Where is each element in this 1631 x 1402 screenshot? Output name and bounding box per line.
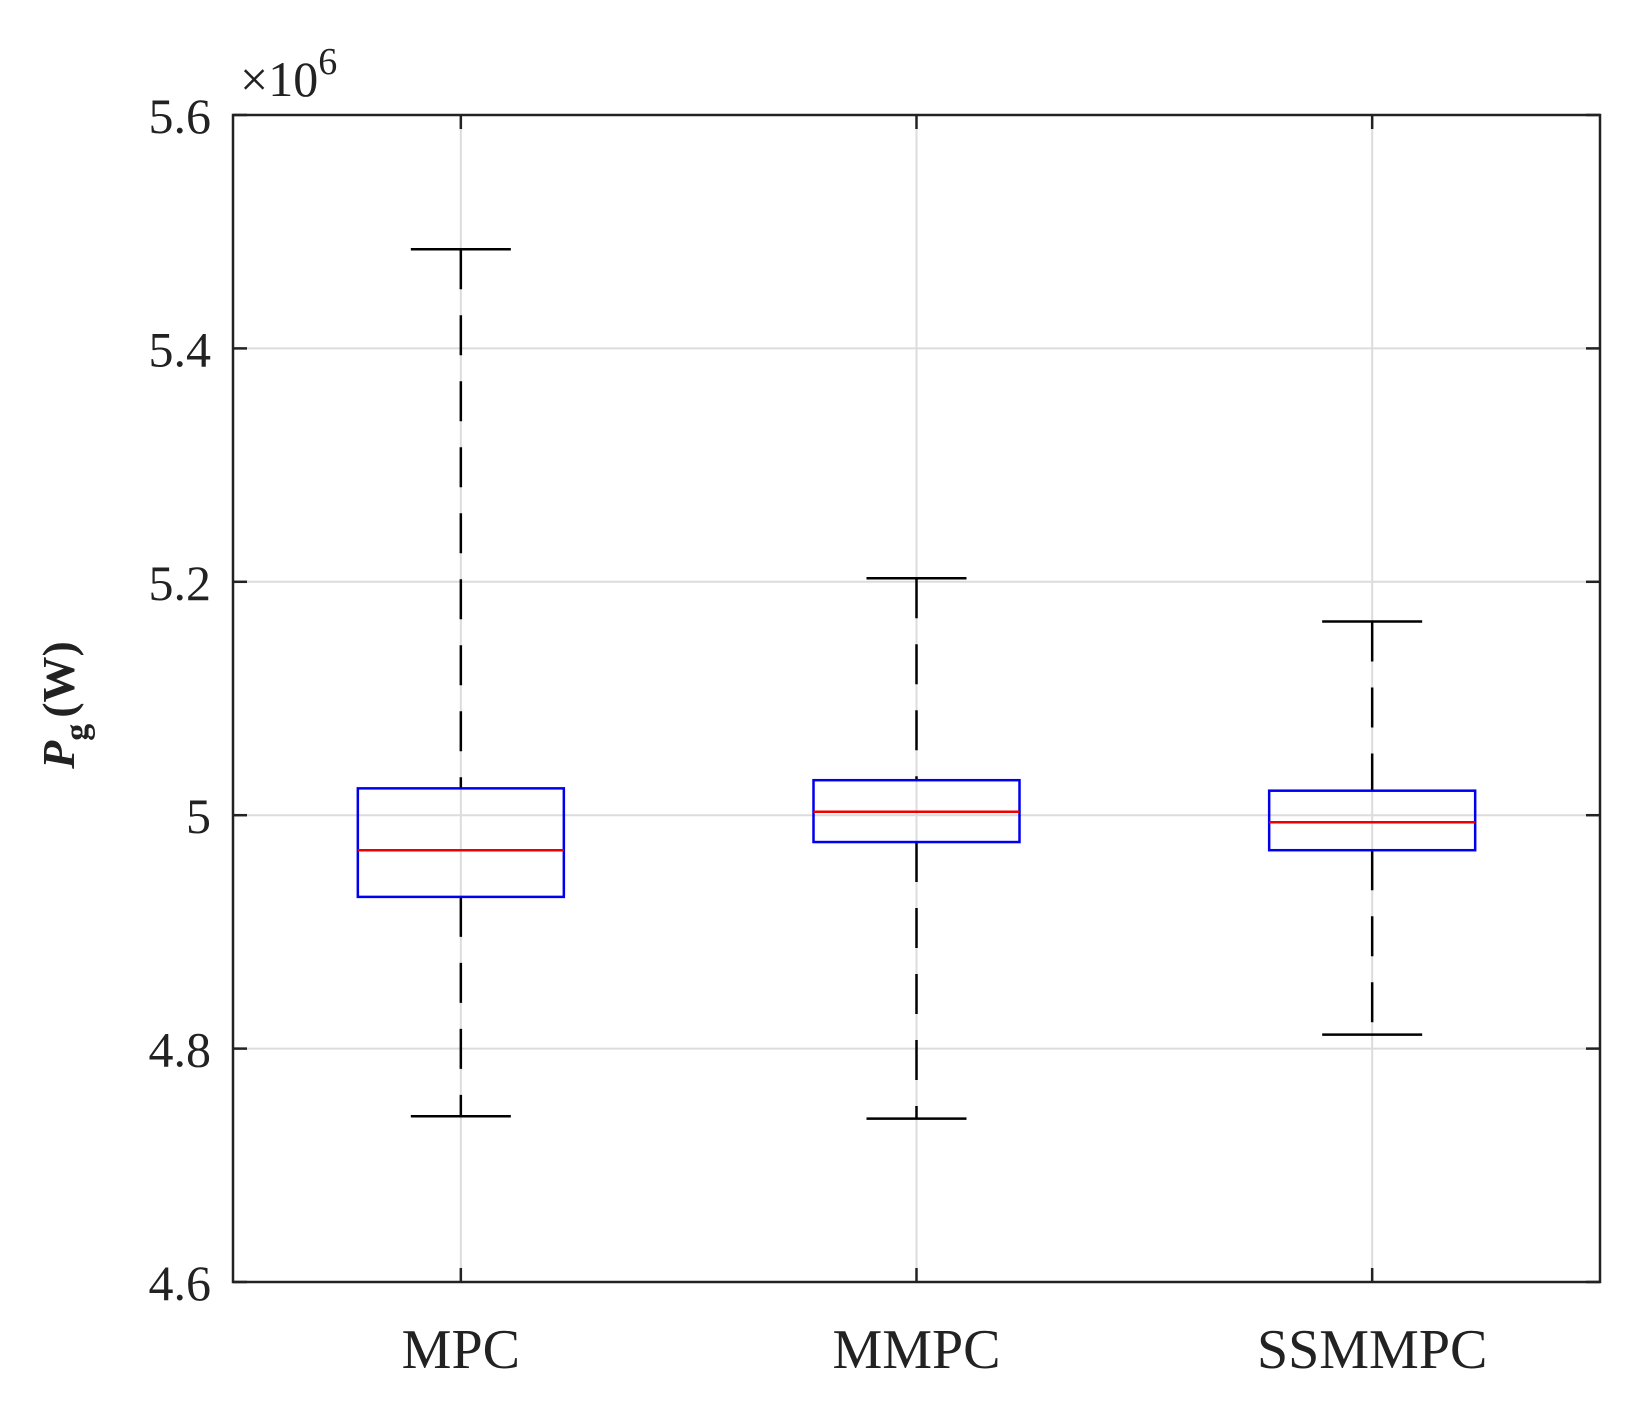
box-mmpc	[812, 577, 1021, 1120]
x-category-label: SSMMPC	[1257, 1319, 1487, 1381]
box-plots	[356, 247, 1477, 1120]
box-ssmmpc	[1267, 620, 1477, 1036]
x-category-label: MMPC	[832, 1319, 1000, 1381]
box-iqr	[1267, 789, 1477, 852]
y-tick-label: 5.4	[149, 321, 212, 377]
y-tick-label: 5.6	[149, 88, 212, 144]
x-category-label: MPC	[402, 1319, 520, 1381]
y-tick-label: 5.2	[149, 555, 212, 611]
box-iqr	[356, 787, 566, 899]
y-axis-label: Pg(W)	[33, 641, 96, 770]
y-tick-label: 4.6	[149, 1255, 212, 1311]
axis-labels: 4.6 4.8 5 5.2 5.4 5.6 MPC MMPC SSMMPC	[149, 88, 1488, 1381]
y-multiplier: ×106	[240, 41, 337, 107]
y-tick-label: 4.8	[149, 1022, 212, 1078]
box-mpc	[356, 247, 566, 1118]
y-tick-label: 5	[186, 788, 211, 844]
axis-ticks	[233, 113, 1600, 1284]
